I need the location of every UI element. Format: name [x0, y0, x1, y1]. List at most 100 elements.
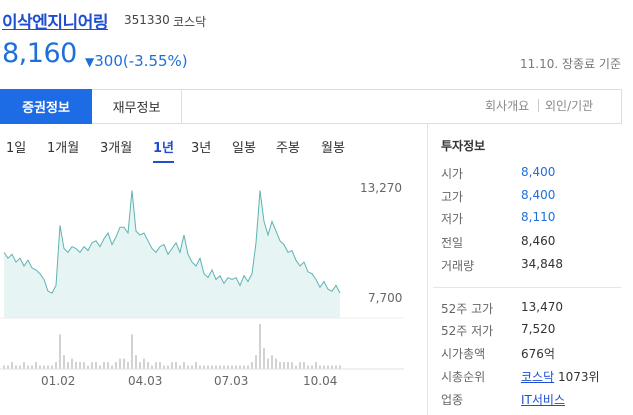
volume-bar	[43, 365, 45, 369]
volume-bar	[231, 365, 233, 369]
industry-value: IT서비스	[521, 391, 565, 408]
volume-bar	[327, 365, 329, 369]
volume-bar	[199, 365, 201, 369]
period-1m[interactable]: 1개월	[47, 141, 80, 156]
volume-bar	[275, 358, 277, 369]
volume-bar	[15, 365, 17, 369]
52w-high-label: 52주 고가	[441, 302, 494, 316]
low-label: 저가	[441, 212, 464, 226]
volume-bar	[263, 348, 265, 369]
volume-bar	[339, 365, 341, 369]
volume-bar	[47, 365, 49, 369]
volume-bar	[251, 362, 253, 369]
volume-bar	[71, 358, 73, 369]
price-chart[interactable]	[0, 170, 410, 370]
volume-bar	[271, 355, 273, 369]
volume-bar	[31, 365, 33, 369]
volume-bar	[223, 365, 225, 369]
volume-bar	[55, 362, 57, 369]
investment-info-title: 투자정보	[441, 139, 486, 153]
volume-bar	[139, 362, 141, 369]
volume-bar	[107, 362, 109, 369]
volume-bars	[3, 324, 341, 369]
volume-bar	[11, 362, 13, 369]
high-label: 고가	[441, 190, 464, 204]
x-label-4: 10.04	[303, 374, 338, 388]
volume-bar	[163, 365, 165, 369]
volume-bar	[235, 365, 237, 369]
market-cap-label: 시가총액	[441, 347, 486, 361]
volume-bar	[331, 365, 333, 369]
volume-bar	[335, 365, 337, 369]
volume-bar	[151, 365, 153, 369]
volume-label: 거래량	[441, 259, 475, 273]
52w-high-value: 13,470	[521, 300, 563, 314]
period-weekly[interactable]: 주봉	[276, 141, 300, 156]
volume-bar	[147, 362, 149, 369]
volume-bar	[155, 362, 157, 369]
volume-bar	[279, 362, 281, 369]
current-price: 8,160	[2, 38, 77, 69]
y-label-low: 7,700	[368, 291, 403, 305]
company-overview-link[interactable]: 회사개요	[485, 99, 530, 113]
volume-bar	[119, 358, 121, 369]
tab-securities-info[interactable]: 증권정보	[0, 89, 92, 124]
volume-bar	[291, 362, 293, 369]
info-divider	[433, 287, 621, 288]
volume-bar	[299, 362, 301, 369]
volume-bar	[75, 362, 77, 369]
price-area	[4, 190, 340, 318]
volume-bar	[303, 362, 305, 369]
cap-rank-market-link[interactable]: 코스닥	[521, 370, 555, 384]
volume-bar	[183, 362, 185, 369]
volume-bar	[207, 365, 209, 369]
x-label-3: 07.03	[214, 374, 249, 388]
volume-bar	[115, 362, 117, 369]
open-label: 시가	[441, 167, 464, 181]
x-label-2: 04.03	[128, 374, 163, 388]
volume-bar	[195, 362, 197, 369]
volume-bar	[239, 365, 241, 369]
52w-low-value: 7,520	[521, 322, 556, 336]
volume-bar	[243, 365, 245, 369]
volume-bar	[103, 362, 105, 369]
down-arrow-icon: ▼	[85, 55, 95, 69]
volume-bar	[259, 324, 261, 369]
volume-bar	[167, 365, 169, 369]
period-daily[interactable]: 일봉	[232, 141, 256, 156]
volume-bar	[247, 365, 249, 369]
low-value: 8,110	[521, 210, 556, 224]
prev-close-label: 전일	[441, 236, 464, 250]
tab-financial-info[interactable]: 재무정보	[92, 89, 182, 124]
volume-bar	[315, 362, 317, 369]
volume-bar	[83, 362, 85, 369]
change-value: 300(-3.55%)	[94, 52, 188, 70]
volume-bar	[215, 365, 217, 369]
volume-bar	[311, 365, 313, 369]
volume-bar	[7, 365, 9, 369]
industry-link[interactable]: IT서비스	[521, 393, 565, 407]
volume-bar	[79, 362, 81, 369]
volume-bar	[131, 334, 133, 369]
period-3m[interactable]: 3개월	[100, 141, 133, 156]
volume-bar	[255, 355, 257, 369]
date-status: 11.10. 장종료 기준	[520, 57, 621, 71]
volume-bar	[127, 362, 129, 369]
tab-separator	[538, 99, 539, 112]
market-cap-value: 676억	[521, 347, 555, 361]
period-3y[interactable]: 3년	[191, 141, 212, 156]
y-label-high: 13,270	[360, 181, 402, 195]
volume-bar	[175, 362, 177, 369]
cap-rank-number: 1073위	[557, 370, 600, 384]
volume-bar	[307, 365, 309, 369]
volume-bar	[203, 365, 205, 369]
stock-name[interactable]: 이삭엔지니어링	[2, 13, 108, 33]
period-1y[interactable]: 1년	[153, 137, 175, 163]
volume-bar	[123, 358, 125, 369]
foreign-institution-link[interactable]: 외인/기관	[545, 99, 594, 113]
period-1d[interactable]: 1일	[6, 141, 27, 156]
period-monthly[interactable]: 월봉	[321, 141, 345, 156]
volume-bar	[19, 365, 21, 369]
volume-bar	[111, 365, 113, 369]
x-label-1: 01.02	[41, 374, 76, 388]
